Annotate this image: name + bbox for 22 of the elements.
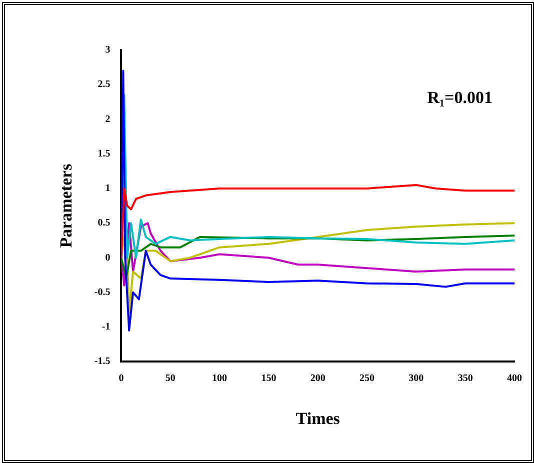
y-tick-label: 0 [105, 252, 110, 264]
y-tick-label: 3 [105, 44, 110, 56]
x-tick-label: 50 [165, 373, 176, 384]
y-tick-label: -0.5 [94, 286, 110, 298]
y-tick-label: 0.5 [98, 218, 110, 229]
y-tick-label: 2.5 [98, 79, 110, 90]
y-tick-label: 2 [105, 114, 110, 125]
x-tick-label: 400 [507, 373, 522, 384]
x-tick-label: 350 [458, 373, 473, 384]
x-tick-label: 0 [118, 373, 124, 384]
y-tick-label: -1.5 [94, 356, 110, 368]
x-tick-label: 300 [408, 373, 424, 384]
y-tick-label: 1.5 [98, 148, 110, 160]
y-tick-label: 1 [105, 183, 110, 194]
x-axis-title: Times [296, 409, 340, 428]
annotation: R₁=0.001 [427, 88, 492, 107]
x-tick-label: 100 [212, 373, 228, 384]
x-tick-label: 200 [310, 373, 326, 384]
x-tick-label: 250 [360, 373, 375, 384]
y-axis-title: Parameters [56, 163, 76, 248]
y-tick-label: -1 [102, 322, 110, 333]
x-tick-label: 150 [261, 373, 276, 384]
